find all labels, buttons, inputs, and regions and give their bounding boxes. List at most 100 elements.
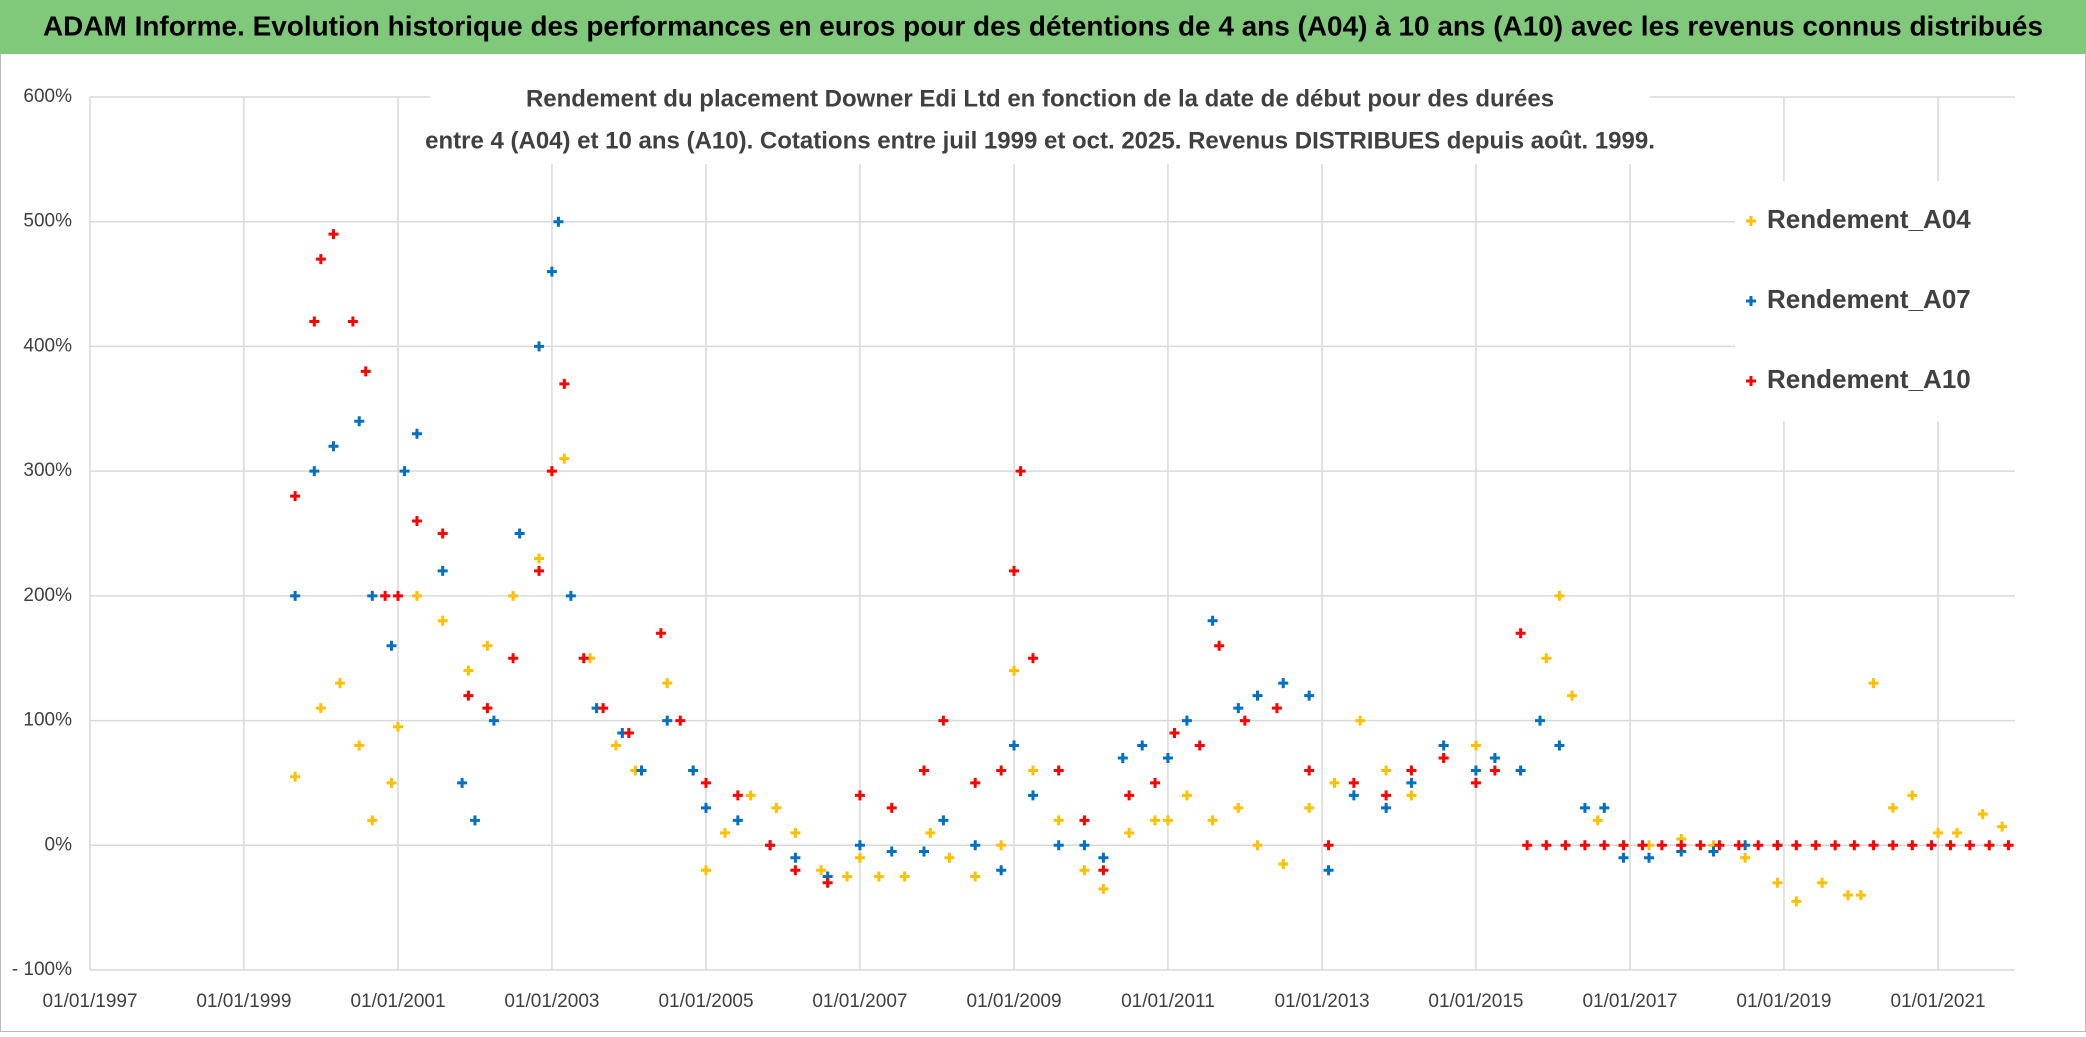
point — [970, 777, 981, 788]
point — [1348, 777, 1359, 788]
point — [1233, 703, 1244, 714]
point — [1470, 740, 1481, 751]
point — [598, 703, 609, 714]
point — [1977, 809, 1988, 820]
point — [399, 466, 410, 477]
point — [996, 865, 1007, 876]
point — [1252, 690, 1263, 701]
point — [1997, 821, 2008, 832]
point — [1053, 815, 1064, 826]
point — [328, 229, 339, 240]
point — [701, 777, 712, 788]
point — [790, 852, 801, 863]
point — [1181, 790, 1192, 801]
point — [919, 846, 930, 857]
point — [1708, 846, 1719, 857]
point — [393, 590, 404, 601]
point — [1028, 653, 1038, 664]
point — [1618, 840, 1629, 851]
point — [1515, 628, 1526, 639]
point — [290, 590, 301, 601]
point — [437, 615, 448, 626]
point — [1278, 858, 1289, 869]
point — [482, 703, 493, 714]
chart-title: Rendement du placement Downer Edi Ltd en… — [526, 85, 1554, 112]
point — [463, 665, 474, 676]
point — [2003, 840, 2014, 851]
point — [1592, 815, 1603, 826]
x-tick-label: 01/01/2011 — [1121, 991, 1215, 1012]
point — [1323, 865, 1334, 876]
point — [1733, 840, 1744, 851]
x-tick-label: 01/01/2013 — [1274, 991, 1369, 1012]
point — [1637, 840, 1648, 851]
point — [386, 640, 397, 651]
point — [938, 815, 949, 826]
y-tick-label: 300% — [23, 460, 72, 481]
legend-marker — [1746, 216, 1756, 226]
point — [1028, 765, 1038, 776]
point — [1887, 802, 1898, 813]
point — [970, 840, 981, 851]
point — [1644, 852, 1655, 863]
point — [1554, 590, 1565, 601]
point — [508, 653, 519, 664]
point — [1868, 840, 1879, 851]
plot-area — [89, 96, 2015, 971]
point — [996, 840, 1007, 851]
point — [1304, 765, 1315, 776]
point — [1791, 840, 1802, 851]
point — [655, 628, 666, 639]
point — [1817, 877, 1828, 888]
point — [1406, 765, 1417, 776]
point — [1028, 790, 1038, 801]
title-box — [430, 84, 1650, 164]
plot-background — [90, 97, 2015, 970]
point — [488, 715, 499, 726]
point — [919, 765, 930, 776]
point — [886, 802, 897, 813]
point — [701, 865, 712, 876]
legend-box — [1735, 181, 2025, 421]
point — [1964, 840, 1975, 851]
point — [1162, 815, 1173, 826]
point — [1009, 565, 1020, 576]
x-tick-label: 01/01/2019 — [1736, 991, 1831, 1012]
point — [1406, 777, 1417, 788]
x-tick-label: 01/01/2021 — [1891, 991, 1986, 1012]
point — [1554, 740, 1565, 751]
point — [1952, 827, 1963, 838]
point — [309, 466, 320, 477]
point — [925, 827, 936, 838]
x-tick-label: 01/01/2005 — [658, 991, 753, 1012]
point — [1753, 840, 1764, 851]
point — [1304, 690, 1315, 701]
point — [437, 528, 448, 539]
point — [469, 815, 480, 826]
x-tick-label: 01/01/1999 — [196, 991, 291, 1012]
chart-title: entre 4 (A04) et 10 ans (A10). Cotations… — [425, 127, 1655, 154]
y-tick-label: 0% — [45, 834, 73, 855]
legend-marker — [1746, 296, 1756, 306]
point — [1079, 840, 1090, 851]
point — [1079, 815, 1090, 826]
point — [1214, 640, 1225, 651]
point — [970, 871, 981, 882]
point — [842, 871, 853, 882]
point — [1009, 740, 1020, 751]
point — [534, 341, 545, 352]
point — [328, 441, 339, 452]
point — [354, 740, 365, 751]
point — [1124, 790, 1135, 801]
point — [854, 852, 865, 863]
point — [790, 865, 801, 876]
point — [1015, 466, 1026, 477]
point — [854, 790, 865, 801]
point — [1772, 840, 1783, 851]
point — [315, 703, 326, 714]
point — [873, 871, 884, 882]
point — [1676, 840, 1687, 851]
point — [411, 516, 422, 527]
point — [1355, 715, 1366, 726]
point — [1560, 840, 1571, 851]
